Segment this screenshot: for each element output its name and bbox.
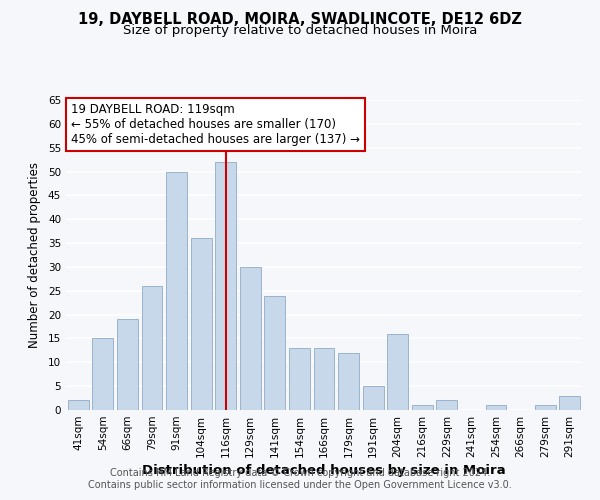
X-axis label: Distribution of detached houses by size in Moira: Distribution of detached houses by size … bbox=[142, 464, 506, 477]
Bar bbox=[387, 334, 408, 410]
Y-axis label: Number of detached properties: Number of detached properties bbox=[28, 162, 41, 348]
Text: Size of property relative to detached houses in Moira: Size of property relative to detached ho… bbox=[123, 24, 477, 37]
Bar bbox=[68, 400, 89, 410]
Bar bbox=[265, 296, 286, 410]
Bar bbox=[436, 400, 457, 410]
Text: Contains public sector information licensed under the Open Government Licence v3: Contains public sector information licen… bbox=[88, 480, 512, 490]
Bar bbox=[289, 348, 310, 410]
Bar bbox=[535, 405, 556, 410]
Bar bbox=[338, 353, 359, 410]
Bar bbox=[412, 405, 433, 410]
Bar bbox=[240, 267, 261, 410]
Bar bbox=[215, 162, 236, 410]
Bar bbox=[314, 348, 334, 410]
Bar bbox=[166, 172, 187, 410]
Bar bbox=[92, 338, 113, 410]
Bar bbox=[559, 396, 580, 410]
Bar bbox=[485, 405, 506, 410]
Bar bbox=[362, 386, 383, 410]
Text: 19, DAYBELL ROAD, MOIRA, SWADLINCOTE, DE12 6DZ: 19, DAYBELL ROAD, MOIRA, SWADLINCOTE, DE… bbox=[78, 12, 522, 28]
Bar bbox=[117, 320, 138, 410]
Bar bbox=[191, 238, 212, 410]
Text: Contains HM Land Registry data © Crown copyright and database right 2024.: Contains HM Land Registry data © Crown c… bbox=[110, 468, 490, 477]
Bar bbox=[142, 286, 163, 410]
Text: 19 DAYBELL ROAD: 119sqm
← 55% of detached houses are smaller (170)
45% of semi-d: 19 DAYBELL ROAD: 119sqm ← 55% of detache… bbox=[71, 103, 360, 146]
